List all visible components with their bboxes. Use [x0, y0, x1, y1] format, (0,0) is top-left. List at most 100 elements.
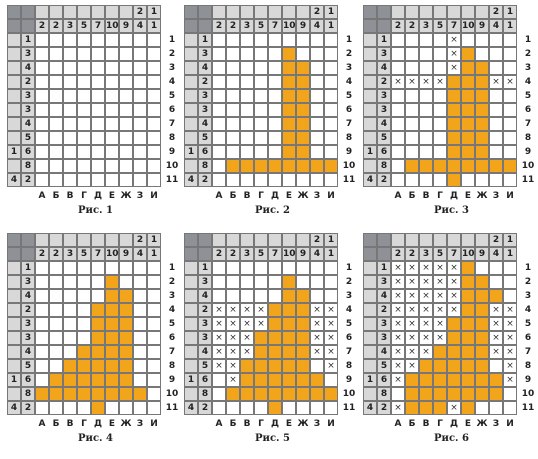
- grid-cell[interactable]: [324, 47, 338, 61]
- grid-cell[interactable]: ×: [503, 75, 517, 89]
- grid-cell[interactable]: [240, 145, 254, 159]
- filled-cell[interactable]: [447, 117, 461, 131]
- grid-cell[interactable]: [133, 117, 147, 131]
- grid-cell[interactable]: [35, 33, 49, 47]
- grid-cell[interactable]: [105, 173, 119, 187]
- grid-cell[interactable]: [105, 89, 119, 103]
- filled-cell[interactable]: [296, 345, 310, 359]
- grid-cell[interactable]: ×: [391, 317, 405, 331]
- grid-cell[interactable]: [35, 173, 49, 187]
- grid-cell[interactable]: [268, 47, 282, 61]
- grid-cell[interactable]: [296, 33, 310, 47]
- grid-cell[interactable]: [489, 145, 503, 159]
- grid-cell[interactable]: [105, 33, 119, 47]
- filled-cell[interactable]: [296, 61, 310, 75]
- grid-cell[interactable]: [119, 47, 133, 61]
- grid-cell[interactable]: [268, 61, 282, 75]
- filled-cell[interactable]: [268, 317, 282, 331]
- grid-cell[interactable]: [91, 145, 105, 159]
- grid-cell[interactable]: [391, 173, 405, 187]
- grid-cell[interactable]: ×: [489, 75, 503, 89]
- filled-cell[interactable]: [475, 75, 489, 89]
- grid-cell[interactable]: [63, 131, 77, 145]
- grid-cell[interactable]: [147, 345, 161, 359]
- grid-cell[interactable]: [35, 117, 49, 131]
- grid-cell[interactable]: [105, 117, 119, 131]
- grid-cell[interactable]: ×: [405, 261, 419, 275]
- filled-cell[interactable]: [433, 401, 447, 415]
- filled-cell[interactable]: [296, 359, 310, 373]
- grid-cell[interactable]: [49, 261, 63, 275]
- grid-cell[interactable]: [254, 33, 268, 47]
- grid-cell[interactable]: [212, 387, 226, 401]
- filled-cell[interactable]: [254, 331, 268, 345]
- filled-cell[interactable]: [447, 359, 461, 373]
- filled-cell[interactable]: [461, 117, 475, 131]
- grid-cell[interactable]: [489, 33, 503, 47]
- grid-cell[interactable]: [268, 75, 282, 89]
- grid-cell[interactable]: [91, 275, 105, 289]
- filled-cell[interactable]: [447, 131, 461, 145]
- grid-cell[interactable]: [391, 131, 405, 145]
- grid-cell[interactable]: [324, 145, 338, 159]
- filled-cell[interactable]: [240, 159, 254, 173]
- grid-cell[interactable]: [77, 89, 91, 103]
- filled-cell[interactable]: [268, 331, 282, 345]
- filled-cell[interactable]: [91, 331, 105, 345]
- grid-cell[interactable]: [405, 61, 419, 75]
- grid-cell[interactable]: [503, 47, 517, 61]
- grid-cell[interactable]: [324, 289, 338, 303]
- filled-cell[interactable]: [461, 75, 475, 89]
- grid-cell[interactable]: [433, 89, 447, 103]
- grid-cell[interactable]: [240, 275, 254, 289]
- grid-cell[interactable]: [63, 159, 77, 173]
- grid-cell[interactable]: [147, 33, 161, 47]
- grid-cell[interactable]: ×: [226, 303, 240, 317]
- grid-cell[interactable]: [147, 261, 161, 275]
- grid-cell[interactable]: [324, 61, 338, 75]
- filled-cell[interactable]: [105, 345, 119, 359]
- filled-cell[interactable]: [282, 303, 296, 317]
- filled-cell[interactable]: [475, 89, 489, 103]
- grid-cell[interactable]: [119, 275, 133, 289]
- filled-cell[interactable]: [447, 373, 461, 387]
- filled-cell[interactable]: [63, 373, 77, 387]
- filled-cell[interactable]: [282, 275, 296, 289]
- grid-cell[interactable]: [133, 33, 147, 47]
- filled-cell[interactable]: [475, 289, 489, 303]
- grid-cell[interactable]: ×: [226, 317, 240, 331]
- grid-cell[interactable]: ×: [240, 317, 254, 331]
- grid-cell[interactable]: [105, 47, 119, 61]
- filled-cell[interactable]: [254, 159, 268, 173]
- filled-cell[interactable]: [461, 345, 475, 359]
- grid-cell[interactable]: [35, 401, 49, 415]
- grid-cell[interactable]: [324, 173, 338, 187]
- filled-cell[interactable]: [282, 289, 296, 303]
- grid-cell[interactable]: [35, 345, 49, 359]
- grid-cell[interactable]: [310, 289, 324, 303]
- grid-cell[interactable]: [119, 75, 133, 89]
- filled-cell[interactable]: [475, 61, 489, 75]
- grid-cell[interactable]: [503, 103, 517, 117]
- grid-cell[interactable]: ×: [254, 303, 268, 317]
- grid-cell[interactable]: [35, 289, 49, 303]
- grid-cell[interactable]: [475, 33, 489, 47]
- grid-cell[interactable]: [405, 103, 419, 117]
- grid-cell[interactable]: [49, 401, 63, 415]
- grid-cell[interactable]: [310, 75, 324, 89]
- grid-cell[interactable]: [91, 103, 105, 117]
- grid-cell[interactable]: [324, 103, 338, 117]
- filled-cell[interactable]: [268, 387, 282, 401]
- filled-cell[interactable]: [489, 373, 503, 387]
- filled-cell[interactable]: [475, 275, 489, 289]
- grid-cell[interactable]: [133, 61, 147, 75]
- filled-cell[interactable]: [447, 103, 461, 117]
- filled-cell[interactable]: [405, 387, 419, 401]
- filled-cell[interactable]: [226, 387, 240, 401]
- grid-cell[interactable]: [133, 47, 147, 61]
- filled-cell[interactable]: [461, 131, 475, 145]
- filled-cell[interactable]: [254, 387, 268, 401]
- grid-cell[interactable]: [405, 117, 419, 131]
- grid-cell[interactable]: [49, 317, 63, 331]
- filled-cell[interactable]: [475, 303, 489, 317]
